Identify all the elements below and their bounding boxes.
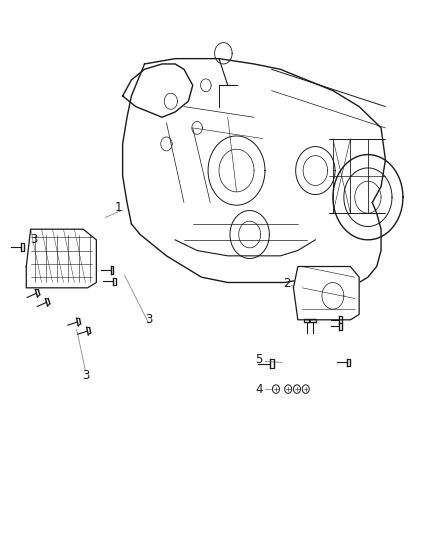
Circle shape <box>302 385 309 393</box>
Text: 3: 3 <box>31 233 38 246</box>
Polygon shape <box>293 266 359 320</box>
Circle shape <box>293 385 300 393</box>
Text: 3: 3 <box>145 313 152 326</box>
Text: 3: 3 <box>82 369 89 382</box>
Circle shape <box>272 385 279 393</box>
Text: 4: 4 <box>255 383 263 395</box>
Text: 1: 1 <box>114 201 122 214</box>
Text: 2: 2 <box>283 277 291 290</box>
Polygon shape <box>26 229 96 288</box>
Text: 5: 5 <box>256 353 263 366</box>
Circle shape <box>285 385 292 393</box>
